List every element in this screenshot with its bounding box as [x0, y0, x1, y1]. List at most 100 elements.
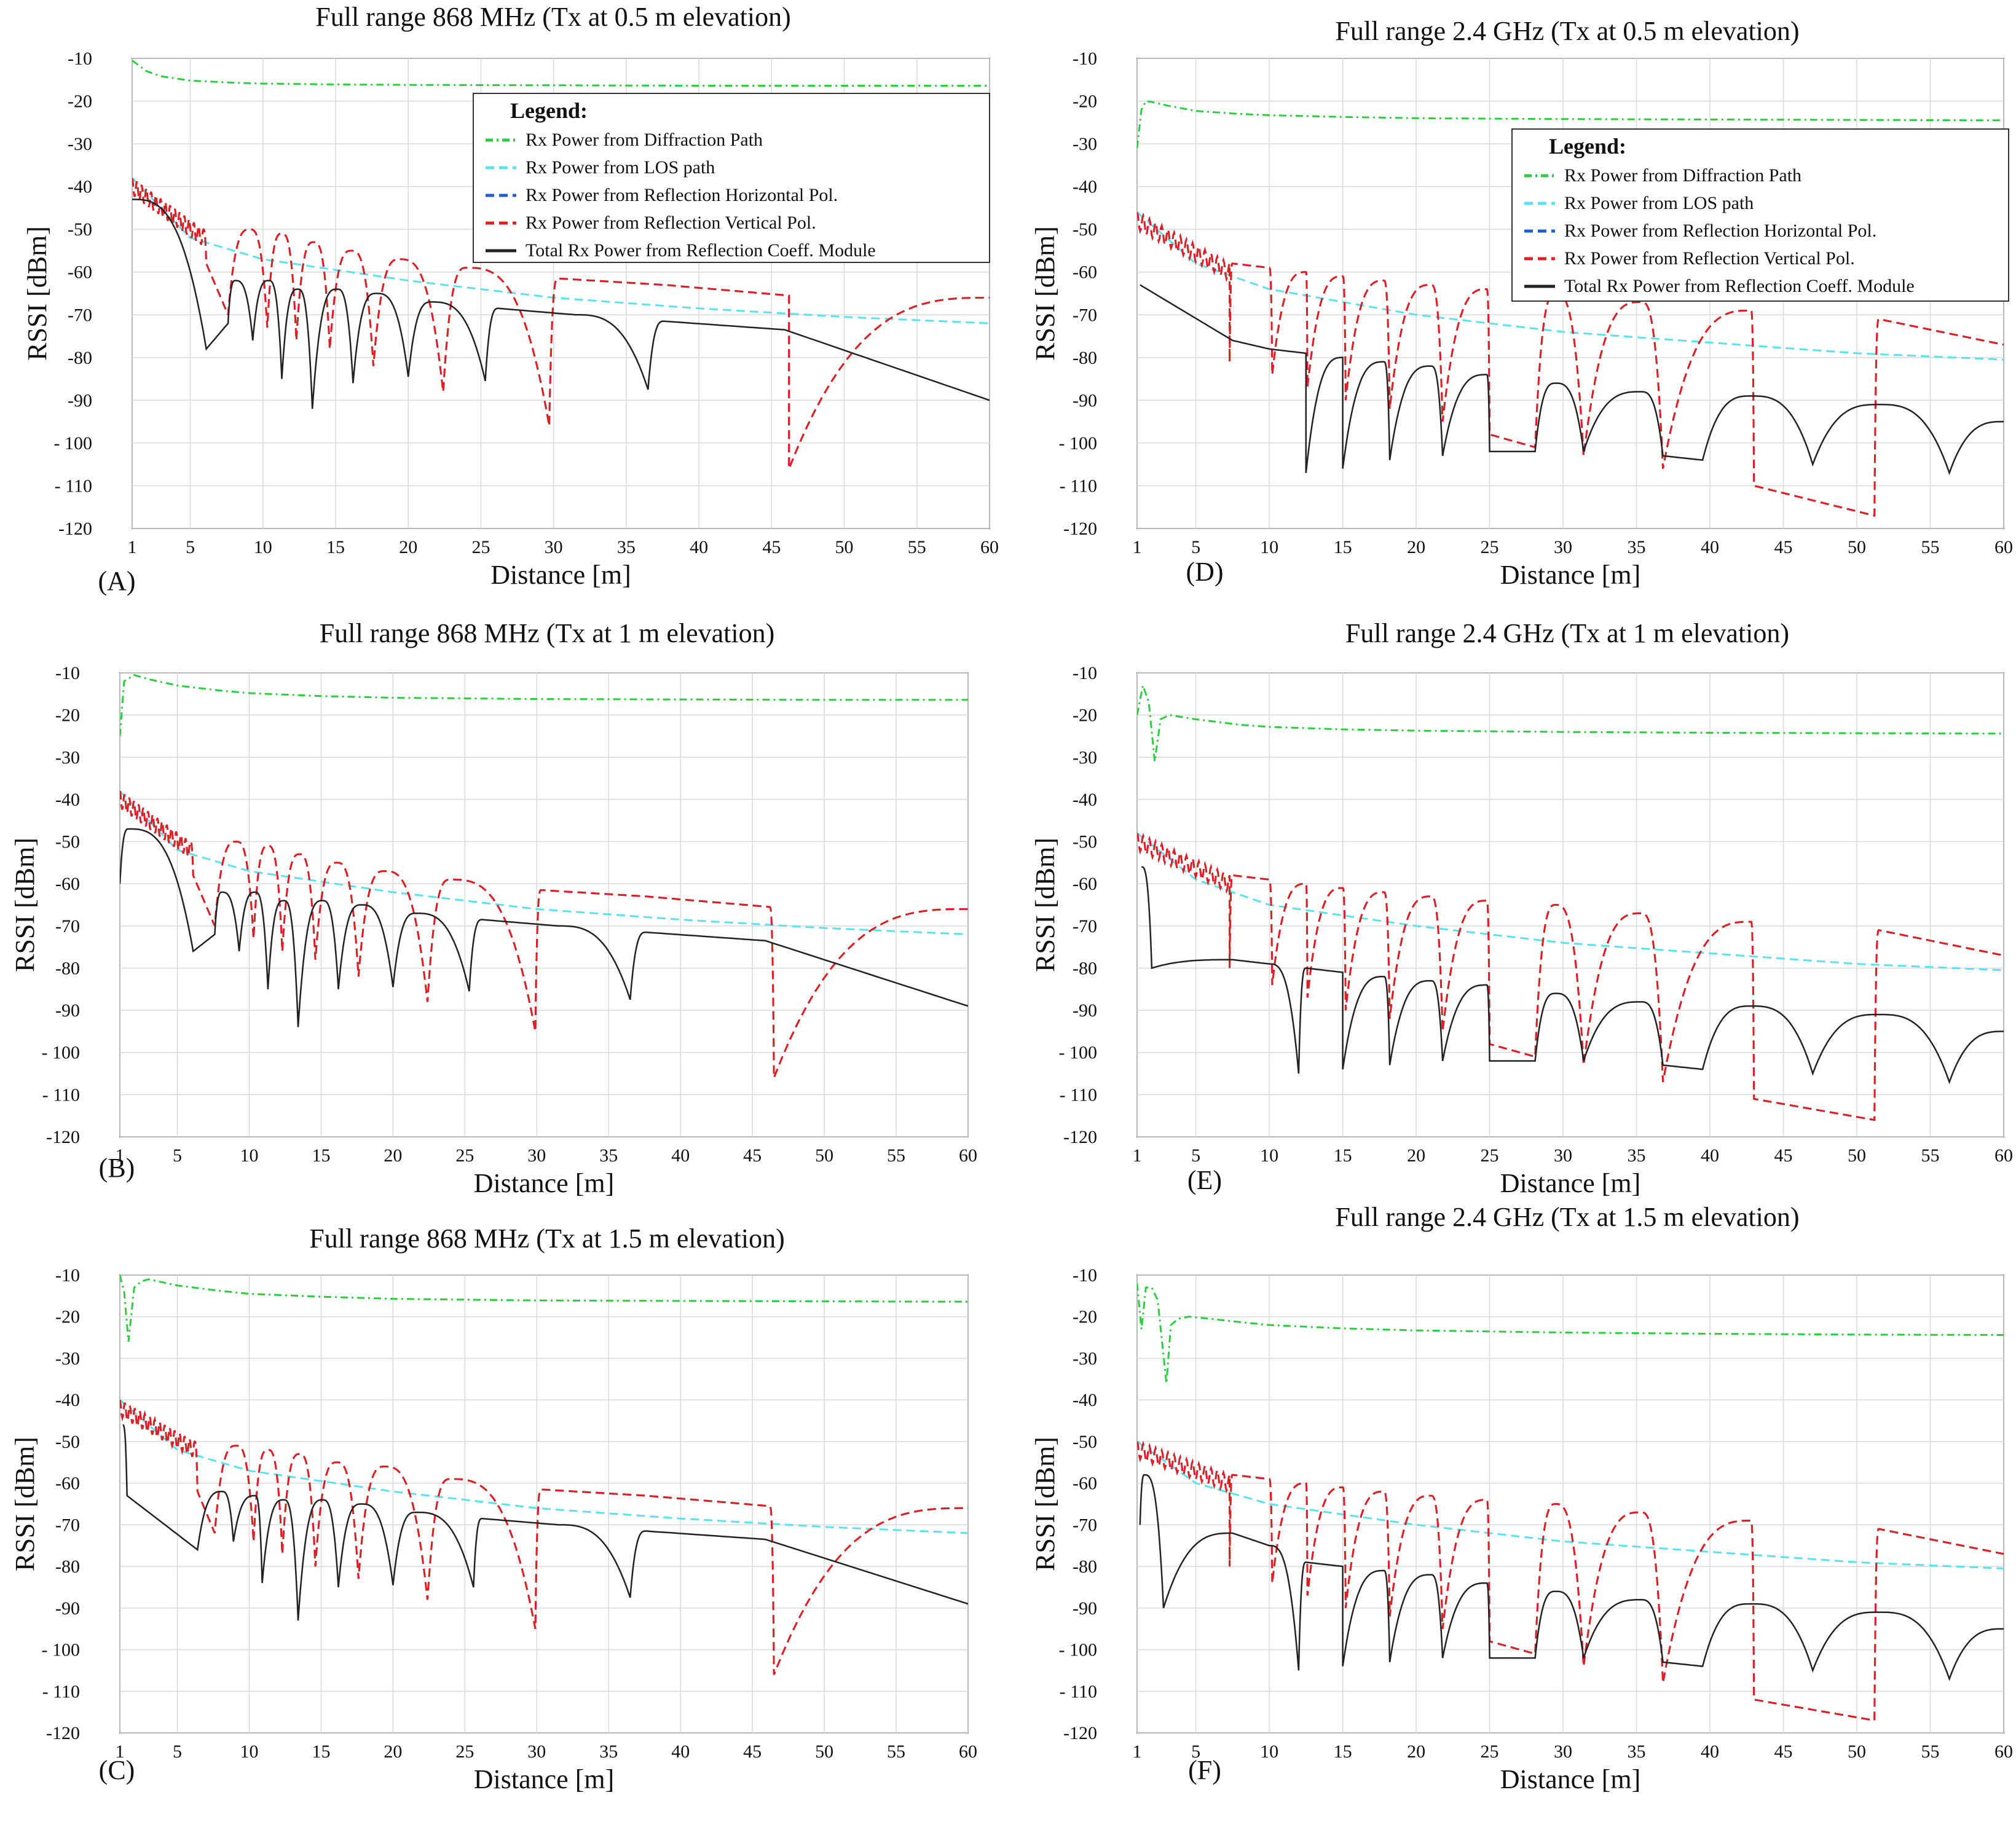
x-tick-label: 10 — [1260, 1145, 1278, 1166]
legend-entry-label: Total Rx Power from Reflection Coeff. Mo… — [1564, 276, 1915, 296]
x-tick-label: 1 — [1133, 1742, 1142, 1762]
y-tick-label: - 110 — [42, 1681, 80, 1702]
y-tick-label: -80 — [68, 348, 92, 368]
x-tick-label: 60 — [1994, 1145, 2013, 1166]
series-line-refl_v — [132, 178, 990, 469]
series-line-total — [122, 1424, 968, 1621]
series-line-los — [1137, 1440, 2004, 1569]
y-tick-label: -70 — [1073, 305, 1097, 325]
y-tick-label: - 100 — [42, 1640, 81, 1660]
y-tick-label: -40 — [1073, 1390, 1097, 1410]
y-tick-label: -60 — [1073, 874, 1097, 894]
x-tick-label: 25 — [1481, 537, 1499, 557]
y-tick-label: -90 — [1073, 1598, 1097, 1619]
panel-label: (E) — [1187, 1165, 1222, 1195]
chart-title: Full range 868 MHz (Tx at 0.5 m elevatio… — [315, 2, 790, 32]
x-tick-label: 50 — [835, 537, 854, 557]
x-tick-label: 20 — [384, 1742, 402, 1762]
x-tick-label: 40 — [690, 537, 708, 557]
plot-frame — [1136, 1274, 2004, 1734]
x-tick-label: 15 — [312, 1145, 330, 1166]
series-line-total — [1140, 284, 2004, 476]
chart-panel-d: 1 5 10 15 20 25 30 35 40 45 50 55 60-10-20-30-40-50-… — [1030, 16, 2013, 590]
x-tick-label: 10 — [240, 1145, 259, 1166]
x-tick-label: 55 — [1921, 537, 1940, 557]
y-tick-label: -10 — [55, 1265, 80, 1286]
chart-title: Full range 2.4 GHz (Tx at 0.5 m elevatio… — [1335, 16, 1799, 46]
legend-box — [1511, 128, 2009, 302]
y-axis-label: RSSI [dBm] — [1030, 226, 1060, 361]
x-tick-label: 5 — [1191, 537, 1200, 557]
x-tick-label: 50 — [815, 1742, 833, 1762]
x-tick-label: 60 — [959, 1742, 977, 1762]
x-axis-label: Distance [m] — [1500, 1168, 1640, 1198]
series-line-total — [120, 828, 968, 1027]
series-line-los — [132, 177, 990, 324]
y-axis-label: RSSI [dBm] — [22, 226, 52, 361]
y-tick-label: -10 — [1073, 49, 1097, 69]
x-tick-label: 5 — [1191, 1742, 1200, 1762]
x-tick-label: 5 — [173, 1742, 182, 1762]
plot-frame — [119, 672, 969, 1137]
y-tick-label: -90 — [1073, 390, 1097, 410]
y-tick-label: -10 — [1073, 1265, 1097, 1286]
x-tick-label: 1 — [1133, 537, 1142, 557]
panel-label: (F) — [1188, 1755, 1221, 1785]
chart-title: Full range 868 MHz (Tx at 1.5 m elevatio… — [309, 1223, 784, 1254]
series-line-diffraction — [1137, 681, 2004, 762]
x-tick-label: 55 — [1921, 1145, 1940, 1166]
y-tick-label: -40 — [68, 177, 92, 197]
x-tick-label: 1 — [128, 537, 137, 557]
legend: Legend: Rx Power from Diffraction Path Rx … — [473, 93, 990, 263]
y-tick-label: - 100 — [42, 1043, 81, 1063]
x-tick-label: 1 — [116, 1145, 125, 1166]
series-line-diffraction — [1137, 1283, 2004, 1384]
x-tick-label: 40 — [1701, 1742, 1719, 1762]
x-tick-label: 30 — [1554, 537, 1572, 557]
x-tick-label: 50 — [815, 1145, 833, 1166]
plot-frame — [119, 1274, 969, 1734]
y-tick-label: -90 — [55, 1598, 80, 1619]
panel-label: (C) — [99, 1755, 135, 1785]
y-tick-label: -70 — [55, 1515, 80, 1535]
y-axis-label: RSSI [dBm] — [1030, 1437, 1060, 1571]
y-tick-label: -60 — [55, 1474, 80, 1494]
plot-frame — [1136, 672, 2004, 1137]
x-tick-label: 20 — [384, 1145, 402, 1166]
y-tick-label: -120 — [46, 1723, 80, 1743]
x-tick-label: 15 — [1334, 537, 1352, 557]
x-tick-label: 20 — [399, 537, 417, 557]
chart-panel-f: 1 5 10 15 20 25 30 35 40 45 50 55 60-10-20-30-40-50-… — [1030, 1202, 2013, 1794]
x-tick-label: 40 — [671, 1742, 690, 1762]
y-tick-label: -50 — [55, 832, 80, 852]
legend-title: Legend: — [510, 98, 588, 123]
y-tick-label: -30 — [55, 747, 80, 768]
x-tick-label: 1 — [1133, 1145, 1142, 1166]
x-tick-label: 30 — [527, 1145, 546, 1166]
x-tick-label: 45 — [1774, 1742, 1793, 1762]
y-tick-label: -70 — [68, 305, 92, 325]
x-axis-label: Distance [m] — [474, 1764, 614, 1794]
y-tick-label: -120 — [1063, 1723, 1097, 1743]
y-tick-label: - 110 — [1060, 1085, 1097, 1105]
x-tick-label: 60 — [1994, 1742, 2013, 1762]
x-tick-label: 5 — [186, 537, 195, 557]
x-axis-label: Distance [m] — [474, 1168, 614, 1198]
y-tick-label: -40 — [1073, 177, 1097, 197]
y-tick-label: -80 — [55, 1557, 80, 1577]
y-tick-label: -80 — [1073, 958, 1097, 978]
y-tick-label: -80 — [1073, 348, 1097, 368]
y-axis-label: RSSI [dBm] — [10, 838, 40, 972]
x-tick-label: 35 — [599, 1145, 618, 1166]
y-tick-label: -10 — [1073, 663, 1097, 683]
series-line-diffraction — [1137, 100, 2004, 149]
x-tick-label: 25 — [455, 1742, 474, 1762]
x-tick-label: 10 — [1260, 537, 1278, 557]
x-axis-label: Distance [m] — [490, 560, 631, 590]
y-tick-label: - 110 — [1060, 476, 1097, 496]
x-tick-label: 25 — [1481, 1742, 1499, 1762]
x-axis-label: Distance [m] — [1500, 1764, 1640, 1794]
y-tick-label: -10 — [55, 663, 80, 683]
series-line-refl_v — [1137, 833, 2004, 1121]
y-tick-label: -50 — [55, 1432, 80, 1452]
